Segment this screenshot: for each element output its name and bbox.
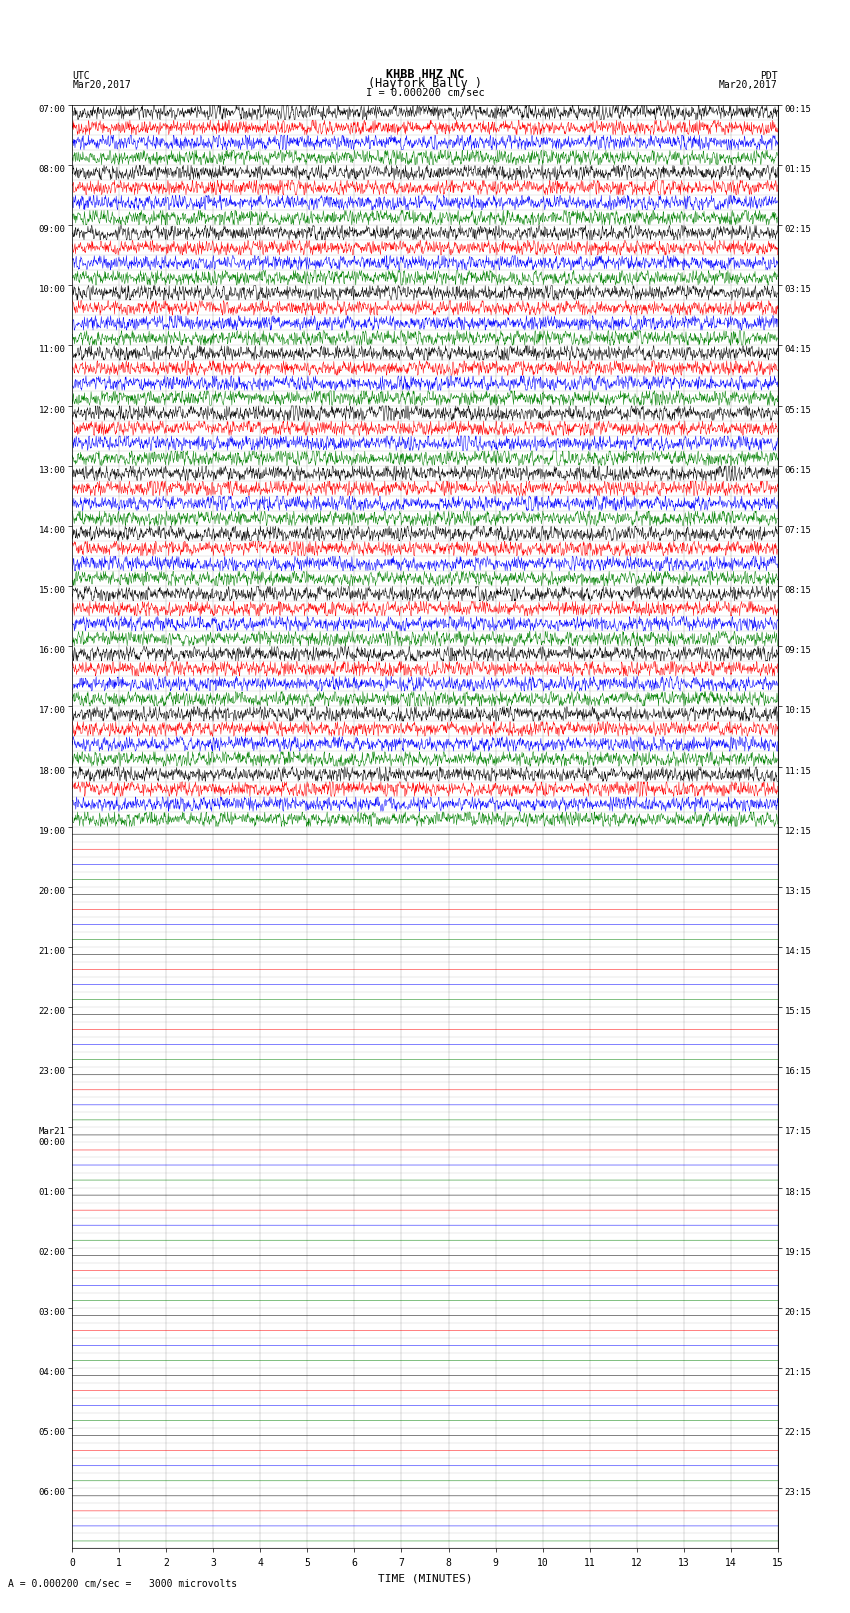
Text: UTC: UTC bbox=[72, 71, 90, 82]
Text: Mar20,2017: Mar20,2017 bbox=[719, 79, 778, 90]
Text: I = 0.000200 cm/sec: I = 0.000200 cm/sec bbox=[366, 87, 484, 97]
Text: (Hayfork Bally ): (Hayfork Bally ) bbox=[368, 76, 482, 90]
Text: A = 0.000200 cm/sec =   3000 microvolts: A = 0.000200 cm/sec = 3000 microvolts bbox=[8, 1579, 238, 1589]
X-axis label: TIME (MINUTES): TIME (MINUTES) bbox=[377, 1573, 473, 1582]
Text: PDT: PDT bbox=[760, 71, 778, 82]
Text: Mar20,2017: Mar20,2017 bbox=[72, 79, 131, 90]
Text: KHBB HHZ NC: KHBB HHZ NC bbox=[386, 68, 464, 82]
